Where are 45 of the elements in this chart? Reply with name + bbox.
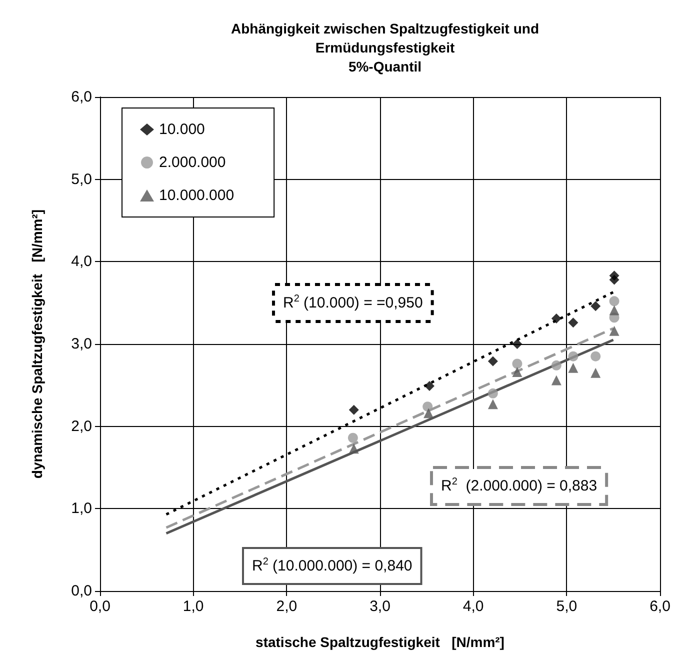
- y-tick-label: 4,0: [71, 253, 92, 270]
- x-tick-label: 3,0: [370, 598, 390, 615]
- point: [488, 388, 498, 398]
- point: [590, 351, 601, 362]
- point: [568, 351, 578, 362]
- point: [609, 270, 620, 281]
- y-tick-label: 1,0: [71, 500, 92, 518]
- point: [424, 380, 434, 391]
- y-tick-label: 2,0: [71, 418, 92, 435]
- x-tick-label: 6,0: [650, 598, 670, 615]
- y-tick-label: 6,0: [71, 88, 92, 106]
- x-axis-title: statische Spaltzugfestigkeit [N/mm²]: [256, 634, 504, 650]
- point: [424, 408, 434, 418]
- point: [590, 301, 601, 312]
- point: [551, 375, 562, 386]
- point: [609, 296, 620, 306]
- point: [512, 358, 522, 369]
- legend-label: 2.000.000: [159, 154, 226, 171]
- chart-title: Abhängigkeit zwischen Spaltzugfestigkeit und Ermüdungsfestigkeit 5%-Quantil: [230, 20, 540, 74]
- point: [488, 399, 498, 410]
- point: [551, 360, 562, 370]
- point: [348, 432, 358, 443]
- point: [590, 368, 601, 378]
- x-tick-label: 4,0: [462, 598, 484, 615]
- y-tick-label: 5,0: [71, 170, 92, 188]
- legend-label: 10.000.000: [159, 187, 234, 204]
- x-tick-label: 5,0: [556, 598, 578, 615]
- point: [488, 356, 498, 366]
- x-tick-label: 1,0: [182, 598, 204, 615]
- point: [512, 339, 522, 349]
- y-tick-label: 3,0: [71, 336, 92, 352]
- point: [551, 313, 562, 324]
- legend-label: 10.000: [159, 121, 205, 138]
- point: [568, 318, 578, 328]
- point: [512, 366, 522, 377]
- x-tick-label: 2,0: [276, 598, 298, 615]
- point: [348, 444, 359, 454]
- point: [609, 326, 620, 336]
- point: [422, 402, 433, 412]
- y-tick-label: 0,0: [71, 582, 92, 600]
- point: [348, 404, 359, 415]
- x-tick-label: 0,0: [90, 598, 110, 615]
- point: [568, 362, 578, 373]
- point: [609, 305, 620, 316]
- y-axis-title: dynamische Spaltzugfestigkeit [N/mm²]: [29, 209, 45, 479]
